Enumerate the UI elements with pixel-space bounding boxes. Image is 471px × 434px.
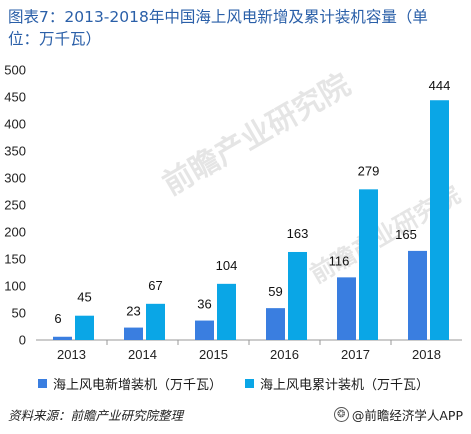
x-tick-label: 2016: [270, 347, 299, 362]
x-tick-label: 2017: [341, 347, 370, 362]
bar-new-capacity: [53, 336, 72, 340]
bar-cumulative-capacity: [146, 303, 165, 340]
bar-new-capacity: [408, 250, 427, 340]
data-label-new: 116: [329, 253, 350, 268]
data-label-cumulative: 444: [429, 78, 451, 93]
x-tick-label: 2014: [128, 347, 157, 362]
chart-title-line1: 图表7：2013-2018年中国海上风电新增及累计装机容量（单: [8, 8, 428, 26]
legend-label-new: 海上风电新增装机（万千瓦）: [53, 378, 223, 393]
y-tick-label: 0: [19, 333, 26, 348]
data-label-new: 23: [126, 304, 140, 319]
x-tick-label: 2013: [57, 347, 86, 362]
legend-label-cumulative: 海上风电累计装机（万千瓦）: [260, 378, 430, 393]
legend: 海上风电新增装机（万千瓦） 海上风电累计装机（万千瓦）: [0, 374, 471, 393]
bar-cumulative-capacity: [359, 189, 378, 340]
bar-new-capacity: [124, 327, 143, 340]
data-label-new: 36: [197, 297, 211, 312]
y-tick-label: 300: [4, 171, 26, 186]
brand-credit: ❂ @前瞻经济学人APP: [333, 405, 463, 424]
y-axis: 0 50 100 150 200 250 300 350 400 450 500: [4, 63, 26, 348]
bar-cumulative-capacity: [75, 315, 94, 340]
x-tick-label: 2015: [199, 347, 228, 362]
bar-cumulative-capacity: [430, 100, 449, 341]
x-axis: 2013 2014 2015 2016 2017 2018: [36, 339, 462, 362]
y-tick-label: 450: [4, 90, 26, 105]
data-label-new: 59: [268, 284, 282, 299]
y-tick-label: 400: [4, 117, 26, 132]
brand-logo-icon: ❂: [333, 407, 349, 422]
chart-title: 图表7：2013-2018年中国海上风电新增及累计装机容量（单 位：万千瓦）: [8, 6, 466, 50]
data-label-cumulative: 104: [216, 258, 238, 273]
x-tick-label: 2018: [412, 347, 441, 362]
y-tick-label: 350: [4, 144, 26, 159]
bar-series: [53, 100, 449, 341]
y-tick-label: 500: [4, 63, 26, 78]
bar-new-capacity: [266, 308, 285, 340]
source-note: 资料来源：前瞻产业研究院整理: [8, 408, 184, 423]
y-tick-label: 200: [4, 225, 26, 240]
y-tick-label: 250: [4, 198, 26, 213]
data-label-new: 6: [54, 311, 61, 326]
legend-swatch-new: [38, 379, 47, 388]
data-label-cumulative: 67: [148, 278, 162, 293]
brand-text: @前瞻经济学人APP: [351, 408, 463, 423]
bar-cumulative-capacity: [288, 251, 307, 340]
legend-swatch-cumulative: [245, 379, 254, 388]
data-label-cumulative: 163: [287, 226, 309, 241]
data-labels: 6 45 23 67 36 104 59 163 116 279 165 444: [54, 78, 450, 326]
y-tick-label: 50: [12, 306, 26, 321]
bar-new-capacity: [337, 277, 356, 340]
bar-new-capacity: [195, 320, 214, 340]
data-label-cumulative: 45: [77, 290, 91, 305]
y-tick-label: 150: [4, 252, 26, 267]
legend-item-new: 海上风电新增装机（万千瓦）: [38, 374, 222, 393]
data-label-new: 165: [395, 227, 417, 242]
bar-cumulative-capacity: [217, 283, 236, 340]
chart-title-line2: 位：万千瓦）: [8, 30, 102, 48]
y-tick-label: 100: [4, 279, 26, 294]
data-label-cumulative: 279: [358, 163, 380, 178]
legend-item-cumulative: 海上风电累计装机（万千瓦）: [245, 374, 429, 393]
